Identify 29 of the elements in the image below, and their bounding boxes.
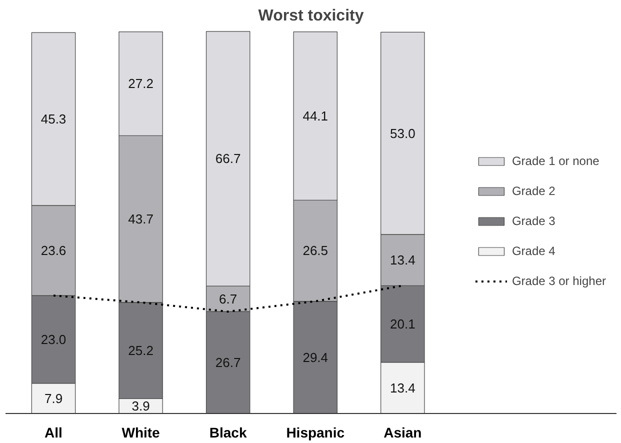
data-label: 29.4	[302, 350, 328, 365]
legend-label: Grade 1 or none	[512, 154, 600, 168]
data-label: 7.9	[44, 390, 63, 406]
x-tick-label: Asian	[384, 424, 422, 440]
legend-label: Grade 3	[512, 214, 556, 228]
data-label: 27.2	[128, 76, 154, 92]
data-label: 26.7	[215, 355, 241, 370]
data-label: 44.1	[302, 108, 328, 124]
data-label: 6.7	[219, 291, 238, 306]
data-label: 20.1	[390, 316, 416, 332]
legend-label: Grade 4	[512, 244, 556, 258]
data-label: 23.6	[40, 243, 66, 258]
x-tick-label: White	[122, 424, 160, 440]
text: Worst toxicity	[258, 8, 364, 24]
data-label: 13.4	[390, 380, 416, 396]
x-tick-label: Black	[209, 424, 247, 440]
data-label: 66.7	[215, 151, 241, 166]
x-tick-label: All	[44, 424, 62, 440]
data-label: 53.0	[390, 126, 416, 141]
data-label: 13.4	[390, 252, 416, 268]
x-tick-label: Hispanic	[286, 424, 345, 440]
legend-label: Grade 2	[512, 184, 556, 198]
legend-label: Grade 3 or higher	[512, 274, 606, 288]
data-label: 26.5	[302, 243, 328, 258]
data-label: 25.2	[128, 343, 154, 358]
data-label: 43.7	[128, 212, 154, 227]
data-label: 45.3	[40, 112, 66, 127]
data-label: 3.9	[132, 398, 150, 414]
data-label: 23.0	[40, 332, 66, 347]
